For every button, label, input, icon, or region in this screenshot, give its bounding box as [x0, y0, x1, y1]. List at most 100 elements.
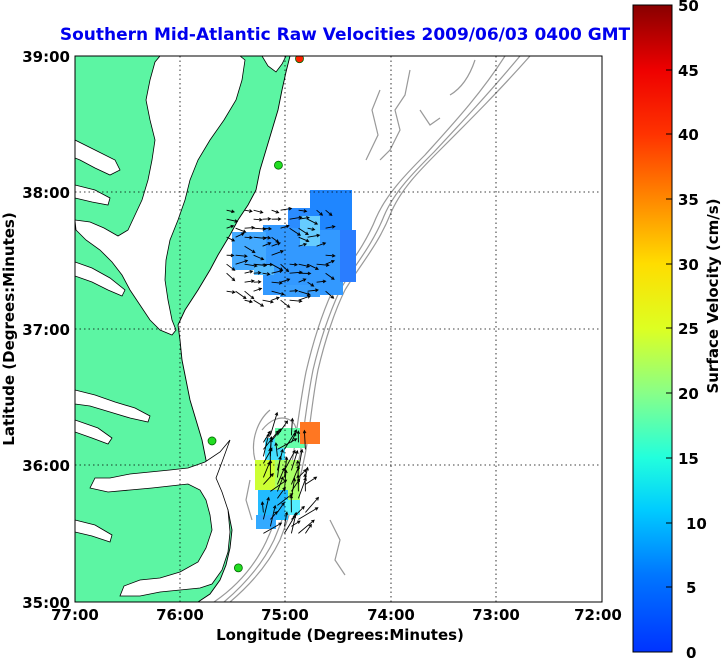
- velocity-vector: [253, 280, 262, 284]
- velocity-vector: [270, 428, 282, 443]
- radar-station-marker: [295, 56, 304, 64]
- colorbar-tick: 30: [678, 256, 699, 274]
- colorbar: 50 45 40 35 30 25 20 15 10 5 0 Surface V…: [632, 0, 722, 659]
- velocity-vector: [289, 262, 298, 267]
- velocity-vector: [253, 217, 263, 222]
- x-tick-labels: 77:00 76:00 75:00 74:00 73:00 72:00: [51, 606, 622, 624]
- colorbar-label: Surface Velocity (cm/s): [704, 198, 722, 393]
- velocity-vector: [298, 236, 310, 243]
- velocity-vector: [274, 442, 279, 457]
- plot-frame: [74, 55, 603, 603]
- velocity-vector: [325, 272, 335, 280]
- velocity-vector: [262, 242, 272, 247]
- velocity-vector: [235, 259, 249, 265]
- velocity-vector: [325, 209, 333, 217]
- velocity-vector: [325, 225, 336, 229]
- velocity-vector: [271, 209, 280, 214]
- velocity-vector: [277, 493, 294, 506]
- y-tick-label: 35:00: [22, 594, 70, 612]
- y-tick-labels: 39:00 38:00 37:00 36:00 35:00: [22, 48, 70, 612]
- velocity-vector: [260, 501, 265, 513]
- velocity-vector: [244, 225, 256, 230]
- velocity-vector: [277, 502, 285, 513]
- x-axis-label: Longitude (Degrees:Minutes): [216, 626, 464, 644]
- velocity-vector: [298, 271, 312, 276]
- velocity-vector: [271, 281, 283, 285]
- y-tick-label: 37:00: [22, 321, 70, 339]
- velocity-vector: [277, 438, 298, 450]
- velocity-vector: [226, 224, 235, 229]
- velocity-vector: [305, 496, 320, 513]
- radar-station-marker: [274, 160, 283, 170]
- velocity-vector: [305, 476, 318, 485]
- velocity-vector: [290, 511, 298, 534]
- velocity-vector: [298, 227, 309, 236]
- x-tick-label: 77:00: [51, 606, 99, 624]
- velocity-vector: [307, 281, 315, 287]
- velocity-vector: [226, 272, 236, 282]
- colorbar-tick: 5: [686, 579, 696, 597]
- velocity-vector: [307, 233, 321, 238]
- velocity-vector: [307, 218, 319, 225]
- velocity-vector: [298, 278, 307, 283]
- colorbar-tick: 15: [678, 450, 699, 468]
- x-tick-label: 72:00: [574, 606, 622, 624]
- velocity-vector: [271, 250, 284, 256]
- velocity-vector: [290, 417, 295, 436]
- velocity-vector: [226, 218, 239, 223]
- velocity-vector: [262, 299, 274, 304]
- velocity-vector: [277, 420, 289, 436]
- velocity-vector: [263, 522, 283, 534]
- velocity-vector: [289, 227, 301, 236]
- velocity-vector: [298, 507, 319, 520]
- velocity-vector: [244, 299, 254, 304]
- velocity-vector: [271, 296, 280, 301]
- y-tick-label: 39:00: [22, 48, 70, 66]
- velocity-vector: [298, 295, 312, 301]
- velocity-vector: [284, 449, 296, 471]
- velocity-vector: [289, 494, 293, 513]
- x-tick-label: 76:00: [156, 606, 204, 624]
- colorbar-tick: 40: [678, 126, 699, 144]
- velocity-vector: [269, 411, 279, 436]
- velocity-vector: [305, 523, 312, 534]
- velocity-vector: [244, 269, 254, 274]
- land: [75, 56, 291, 602]
- velocity-vector: [235, 290, 247, 300]
- velocity-vector: [276, 455, 282, 478]
- velocity-vector: [226, 253, 235, 258]
- velocity-vector: [244, 263, 258, 268]
- velocity-vector: [298, 209, 308, 213]
- velocity-vector: [226, 209, 236, 214]
- grid: [75, 56, 602, 602]
- velocity-vector: [283, 456, 289, 478]
- y-axis-label: Latitude (Degrees:Minutes): [0, 212, 18, 445]
- velocity-vector: [253, 254, 265, 261]
- velocity-vector: [253, 287, 263, 292]
- velocity-vector: [307, 288, 319, 293]
- velocity-vector: [270, 511, 278, 520]
- velocity-vector: [235, 254, 248, 258]
- x-tick-label: 75:00: [261, 606, 309, 624]
- velocity-vector: [226, 263, 236, 271]
- velocity-vector: [296, 430, 301, 443]
- velocity-vector: [291, 505, 305, 520]
- velocity-vector: [290, 450, 299, 471]
- velocity-vector: [244, 209, 253, 213]
- velocity-vector: [244, 235, 254, 240]
- velocity-vector: [263, 472, 274, 485]
- map-title: Southern Mid-Atlantic Raw Velocities 200…: [60, 25, 631, 45]
- velocity-vector: [307, 263, 319, 270]
- velocity-vector: [298, 290, 311, 296]
- y-tick-label: 38:00: [22, 184, 70, 202]
- velocity-vector: [316, 209, 324, 216]
- velocity-vector: [296, 474, 300, 492]
- velocity-vector: [298, 519, 315, 534]
- velocity-vector: [235, 232, 245, 238]
- velocity-vector: [280, 224, 290, 229]
- colorbar-tick: 10: [686, 515, 707, 533]
- velocity-vector: [262, 432, 271, 457]
- velocity-vector: [262, 496, 270, 520]
- velocity-vector: [226, 236, 236, 242]
